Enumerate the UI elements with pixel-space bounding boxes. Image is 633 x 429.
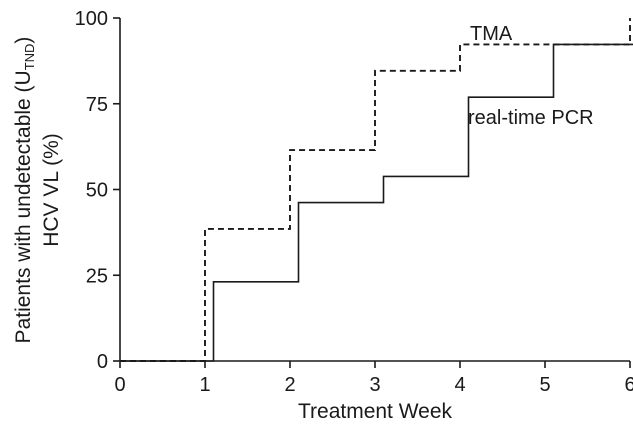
x-tick-label: 0 [114, 374, 125, 396]
series-group [120, 18, 633, 362]
y-tick-label: 50 [86, 180, 108, 202]
series-label-real-time-pcr: real-time PCR [468, 107, 594, 129]
x-axis-title: Treatment Week [298, 400, 453, 423]
y-tick-label: 100 [75, 8, 108, 30]
y-axis-title-line2: HCV VL (%) [40, 133, 63, 247]
x-tick-label: 6 [624, 374, 633, 396]
y-tick-label: 25 [86, 265, 108, 287]
x-tick-label: 1 [199, 374, 210, 396]
y-axis-title-line1: Patients with undetectable (UTND) [12, 37, 37, 344]
y-tick-label: 0 [97, 351, 108, 373]
x-tick-label: 4 [454, 374, 465, 396]
series-label-tma: TMA [470, 23, 513, 45]
y-tick-label: 75 [86, 94, 108, 116]
x-tick-label: 5 [539, 374, 550, 396]
series-line-real-time-pcr [120, 43, 633, 362]
x-tick-label: 2 [284, 374, 295, 396]
y-axis-title: Patients with undetectable (UTND) HCV VL… [12, 37, 63, 344]
tick-group: 0 1 2 3 4 5 6 0 25 50 75 100 [75, 8, 633, 396]
series-line-tma [120, 18, 631, 362]
x-tick-label: 3 [369, 374, 380, 396]
